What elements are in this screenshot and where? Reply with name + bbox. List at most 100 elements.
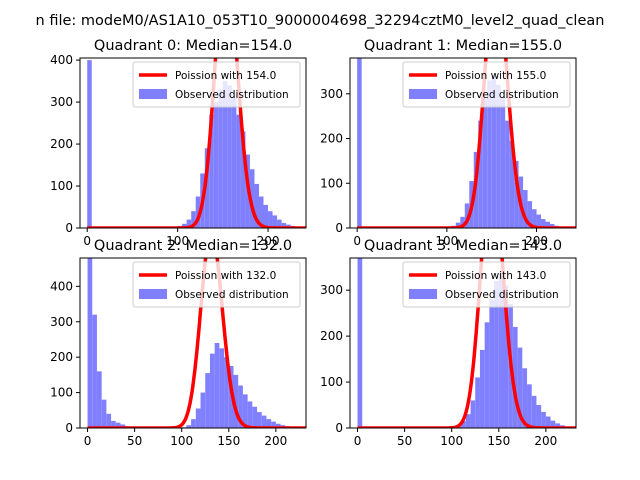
histogram-bar <box>214 343 220 428</box>
legend-hist-swatch <box>139 89 167 99</box>
y-tick-label: 0 <box>335 421 343 435</box>
y-tick-label: 100 <box>320 375 343 389</box>
histogram-bar <box>491 75 497 228</box>
histogram-bar <box>545 221 550 228</box>
histogram-bar <box>522 368 528 428</box>
legend-hist-swatch <box>409 89 437 99</box>
x-tick-label: 100 <box>170 434 193 448</box>
y-tick-label: 400 <box>50 53 73 67</box>
chart-title: Quadrant 2: Median=132.0 <box>94 238 292 254</box>
x-tick-label: 200 <box>257 234 280 248</box>
histogram-bar <box>238 385 243 428</box>
x-tick-label: 200 <box>525 234 548 248</box>
chart-title: Quadrant 3: Median=143.0 <box>364 238 562 254</box>
y-tick-label: 200 <box>50 350 73 364</box>
histogram-bar <box>555 423 560 428</box>
histogram-bar <box>191 211 196 228</box>
histogram-bar <box>494 280 499 428</box>
y-tick-label: 200 <box>320 329 343 343</box>
histogram-bar <box>205 373 210 428</box>
histogram-bar <box>219 348 225 428</box>
chart-title: Quadrant 1: Median=155.0 <box>364 38 562 54</box>
histogram-bar <box>523 189 528 228</box>
histogram-bar <box>503 285 509 428</box>
histogram-bar <box>514 160 519 228</box>
chart-title: Quadrant 0: Median=154.0 <box>94 38 292 54</box>
histogram-bar <box>484 322 490 428</box>
histogram-bar <box>505 120 510 228</box>
poisson-fit-line <box>356 58 576 228</box>
histogram-bar <box>268 211 273 228</box>
histogram-bar <box>242 394 248 428</box>
histogram-bar <box>465 414 471 428</box>
histogram-bar <box>455 222 461 228</box>
axes-frame <box>349 257 577 429</box>
histogram-bar <box>512 326 518 428</box>
histogram-bar <box>509 140 515 228</box>
histogram-bar <box>204 148 210 228</box>
axes-frame <box>79 257 307 429</box>
x-tick-label: 0 <box>84 434 92 448</box>
chart-panel-3: 0 50 100 150 200 0 100 200 300 Quadrant 3: Median… <box>320 238 577 448</box>
histogram-bar <box>120 424 126 428</box>
histogram-bar <box>195 196 201 228</box>
histogram-bar <box>482 98 488 228</box>
histogram-bar <box>182 223 187 228</box>
legend-box <box>132 61 301 108</box>
histogram-bar <box>111 420 116 428</box>
y-tick-label: 400 <box>50 279 73 293</box>
figure-suptitle: n file: modeM0/AS1A10_053T10_9000004698_… <box>36 13 605 29</box>
histogram-bar <box>541 219 546 228</box>
chart-panel-1: 0 100 200 0 100 200 300 Quadrant 1: Median=155.… <box>320 38 577 248</box>
legend-hist-label: Observed distribution <box>445 289 559 301</box>
chart-panels: 0 100 200 0 100 200 300 400 Quadrant 0: Median=1… <box>50 38 577 448</box>
histogram-bar <box>106 413 112 428</box>
histogram-bar <box>527 384 532 428</box>
histogram-bar <box>517 347 523 428</box>
histogram-bar <box>536 214 542 228</box>
chart-panel-0: 0 100 200 0 100 200 300 400 Quadrant 0: Median=1… <box>50 38 307 248</box>
poisson-fit-line <box>86 58 306 228</box>
histogram-bar <box>460 216 465 228</box>
legend-fit-label: Poission with 155.0 <box>445 70 546 82</box>
histogram-bar <box>531 395 537 428</box>
axes-frame <box>349 57 577 229</box>
histogram-bar <box>87 258 93 428</box>
histogram-bar <box>96 371 102 428</box>
histogram-bar <box>500 98 506 228</box>
histogram-bar <box>186 219 192 228</box>
histogram-bar <box>277 219 282 228</box>
axes-frame <box>79 57 307 229</box>
histogram-bar <box>195 408 201 428</box>
legend-hist-label: Observed distribution <box>175 89 289 101</box>
histogram-bar <box>254 183 259 228</box>
histogram-bar <box>464 203 470 228</box>
y-tick-label: 100 <box>50 386 73 400</box>
histogram-bar <box>252 406 258 428</box>
histogram-bar <box>498 274 504 428</box>
y-tick-label: 300 <box>320 283 343 297</box>
histogram-bar <box>186 425 192 428</box>
y-tick-label: 100 <box>50 179 73 193</box>
histogram-bar <box>257 412 262 428</box>
histogram-bar <box>357 58 362 228</box>
histogram-bar <box>281 222 287 228</box>
histogram-bar <box>115 422 121 428</box>
histogram-bar <box>470 400 476 428</box>
histogram-bar <box>261 415 267 428</box>
poisson-fit-line <box>86 258 306 428</box>
histogram-bar <box>541 411 546 428</box>
histogram-bar <box>218 89 223 228</box>
histogram-bar <box>87 60 92 228</box>
legend-fit-label: Poission with 154.0 <box>175 70 276 82</box>
histogram-bar <box>101 399 107 428</box>
histogram-bar <box>461 421 466 428</box>
histogram-bar <box>258 196 264 228</box>
histogram-bar <box>227 85 232 228</box>
y-tick-label: 300 <box>50 315 73 329</box>
y-tick-label: 300 <box>320 87 343 101</box>
histogram-bar <box>233 374 239 428</box>
legend-hist-label: Observed distribution <box>445 89 559 101</box>
histogram-bar <box>209 114 214 228</box>
histogram-bar <box>275 423 281 428</box>
